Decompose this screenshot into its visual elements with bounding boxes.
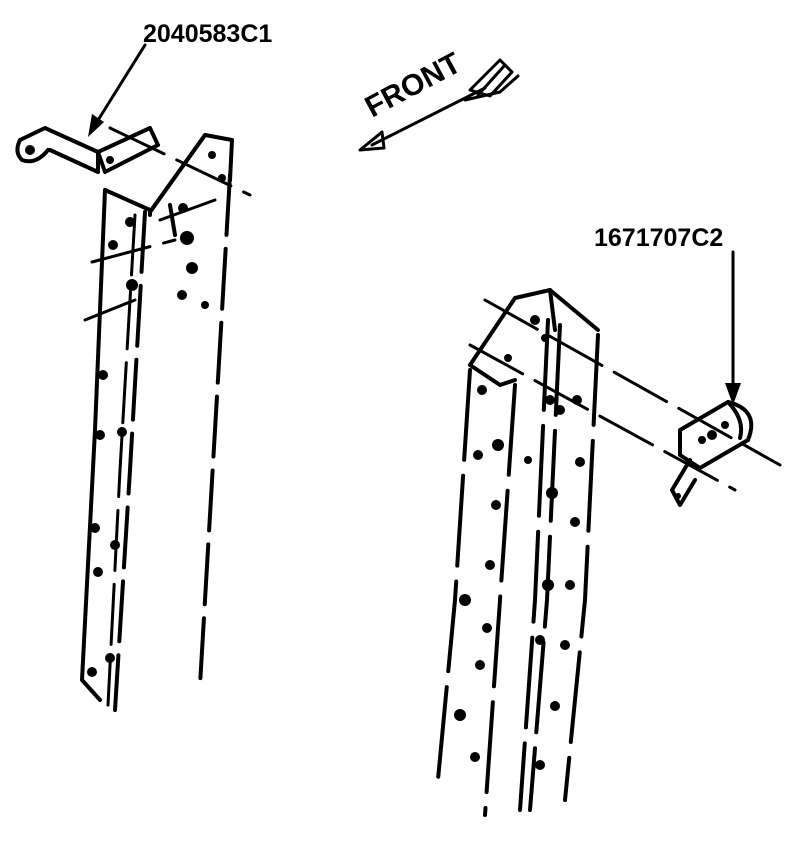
label-right-group: 1671707C2: [594, 224, 741, 405]
label-left-group: 2040583C1: [88, 20, 272, 137]
bracket-part-right: [670, 400, 754, 507]
leader-arrowhead-right: [725, 383, 741, 405]
bracket-part-left: [15, 126, 160, 174]
front-arrow-icon: [358, 58, 520, 152]
part-number-left: 2040583C1: [143, 20, 272, 48]
front-direction-indicator: FRONT: [358, 47, 520, 152]
part-number-right: 1671707C2: [594, 224, 723, 252]
right-frame-rail: [435, 288, 782, 817]
front-label: FRONT: [360, 47, 467, 125]
left-frame-rail: [80, 126, 252, 712]
leader-arrowhead-left: [88, 114, 104, 137]
